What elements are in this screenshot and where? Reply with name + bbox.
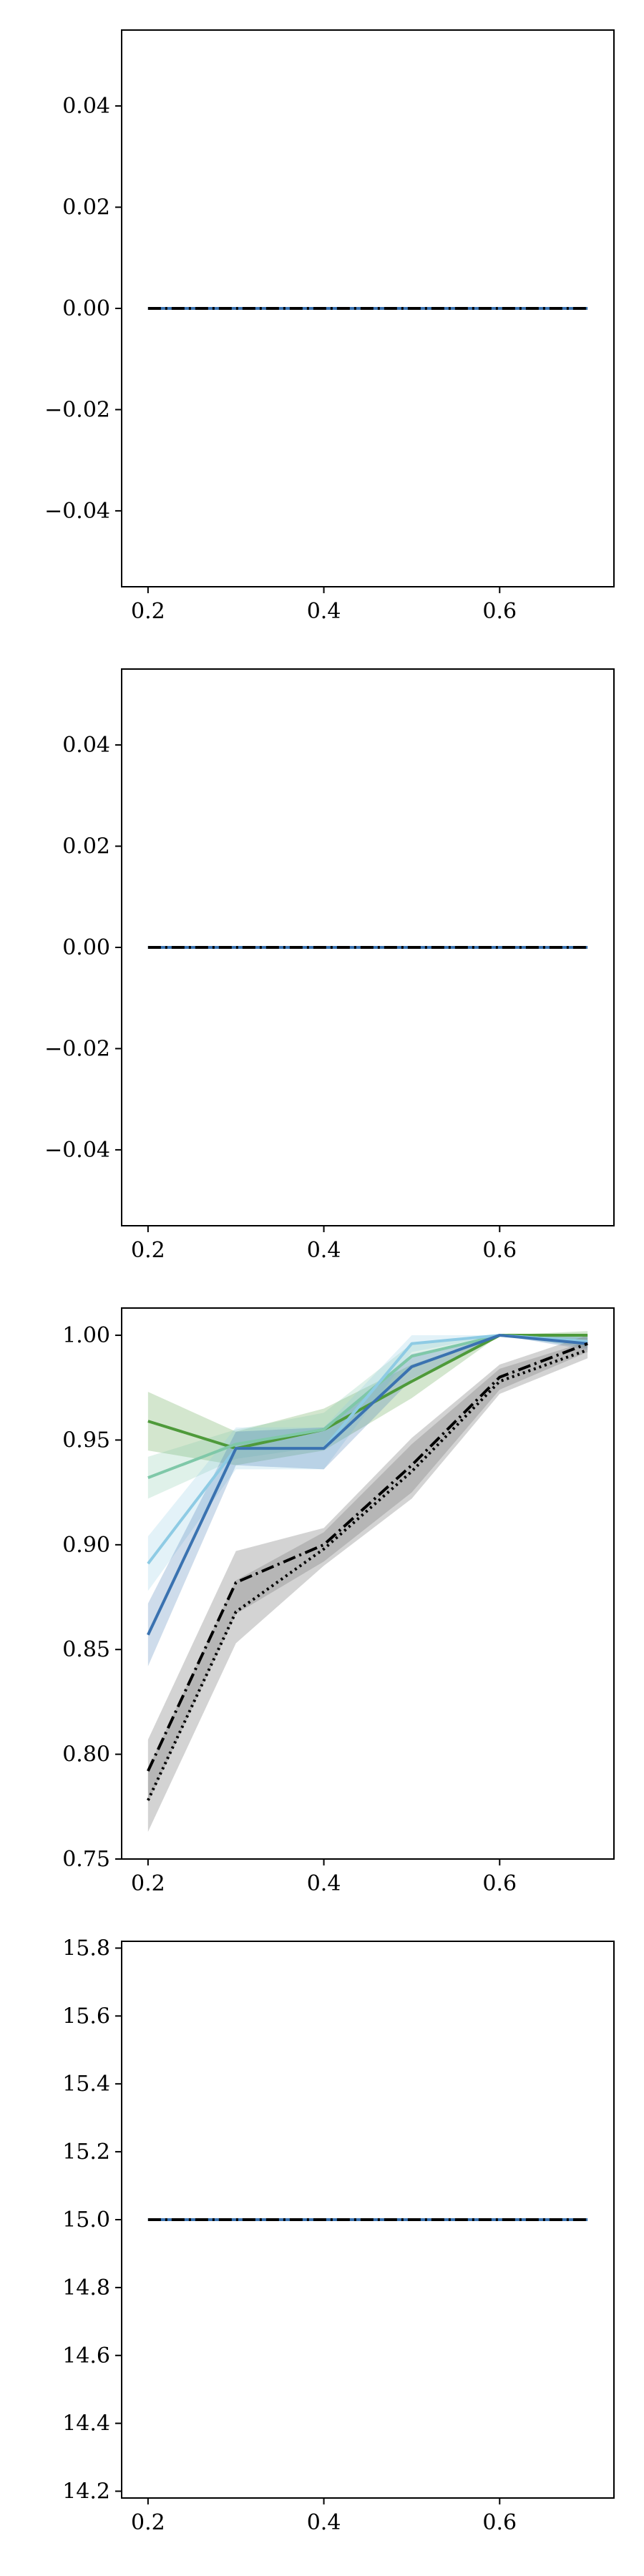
chart-panel-4: 0.2 0.4 0.6 14.2 14.4 14.6 14.8 15.0 15.2 15.4 15.… xyxy=(62,1936,615,2535)
axes-frame xyxy=(121,1307,615,1860)
y-tick-label: 0.04 xyxy=(62,733,110,758)
x-tick-label: 0.6 xyxy=(482,2510,517,2535)
y-tick-label: 15.8 xyxy=(62,1936,110,1961)
y-tick-label: 14.6 xyxy=(62,2343,110,2368)
y-tick-label: 0.00 xyxy=(62,296,110,321)
y-tick-label: 14.8 xyxy=(62,2275,110,2301)
series-line-4 xyxy=(147,1334,588,1636)
y-tick-label: 15.2 xyxy=(62,2140,110,2165)
x-tick-label: 0.6 xyxy=(482,1238,517,1263)
chart-panel-1: 0.2 0.4 0.6 −0.04 −0.02 0.00 0.02 0.04 xyxy=(44,29,615,624)
y-tick-label: 15.0 xyxy=(62,2207,110,2233)
y-tick-label: 0.85 xyxy=(62,1637,110,1662)
y-tick-label: 0.95 xyxy=(62,1428,110,1453)
series-band-6 xyxy=(147,1341,588,1832)
y-tick-label: 14.4 xyxy=(62,2411,110,2436)
chart-panel-3: 0.2 0.4 0.6 0.75 0.80 0.85 0.90 0.95 1.00 xyxy=(62,1307,615,1896)
chart-panel-2: 0.2 0.4 0.6 −0.04 −0.02 0.00 0.02 0.04 xyxy=(44,668,615,1263)
x-tick-label: 0.4 xyxy=(307,2510,341,2535)
y-tick-label: 0.75 xyxy=(62,1847,110,1872)
series-line-6 xyxy=(147,1348,588,1801)
y-tick-label: 14.2 xyxy=(62,2479,110,2504)
x-tick-label: 0.2 xyxy=(131,599,165,624)
y-tick-label: 0.00 xyxy=(62,935,110,960)
x-tick-label: 0.2 xyxy=(131,2510,165,2535)
y-tick-label: 15.6 xyxy=(62,2004,110,2029)
y-tick-label: 0.80 xyxy=(62,1742,110,1767)
x-tick-label: 0.6 xyxy=(482,599,517,624)
y-tick-label: 0.04 xyxy=(62,94,110,119)
series-band-5 xyxy=(147,1335,588,1802)
series-band-3 xyxy=(147,1335,588,1591)
y-tick-label: 0.02 xyxy=(62,195,110,220)
y-tick-label: 15.4 xyxy=(62,2072,110,2097)
x-tick-label: 0.2 xyxy=(131,1871,165,1896)
series-band-4 xyxy=(147,1335,588,1667)
y-tick-label: −0.02 xyxy=(44,397,110,422)
x-tick-label: 0.6 xyxy=(482,1871,517,1896)
x-tick-label: 0.2 xyxy=(131,1238,165,1263)
y-tick-label: 0.90 xyxy=(62,1533,110,1558)
y-tick-label: −0.04 xyxy=(44,1138,110,1163)
y-tick-label: −0.04 xyxy=(44,499,110,524)
y-tick-label: 0.02 xyxy=(62,834,110,859)
x-tick-label: 0.4 xyxy=(307,599,341,624)
x-tick-label: 0.4 xyxy=(307,1871,341,1896)
y-tick-label: 1.00 xyxy=(62,1323,110,1348)
y-tick-label: −0.02 xyxy=(44,1036,110,1061)
series-line-5 xyxy=(147,1342,588,1772)
x-tick-label: 0.4 xyxy=(307,1238,341,1263)
